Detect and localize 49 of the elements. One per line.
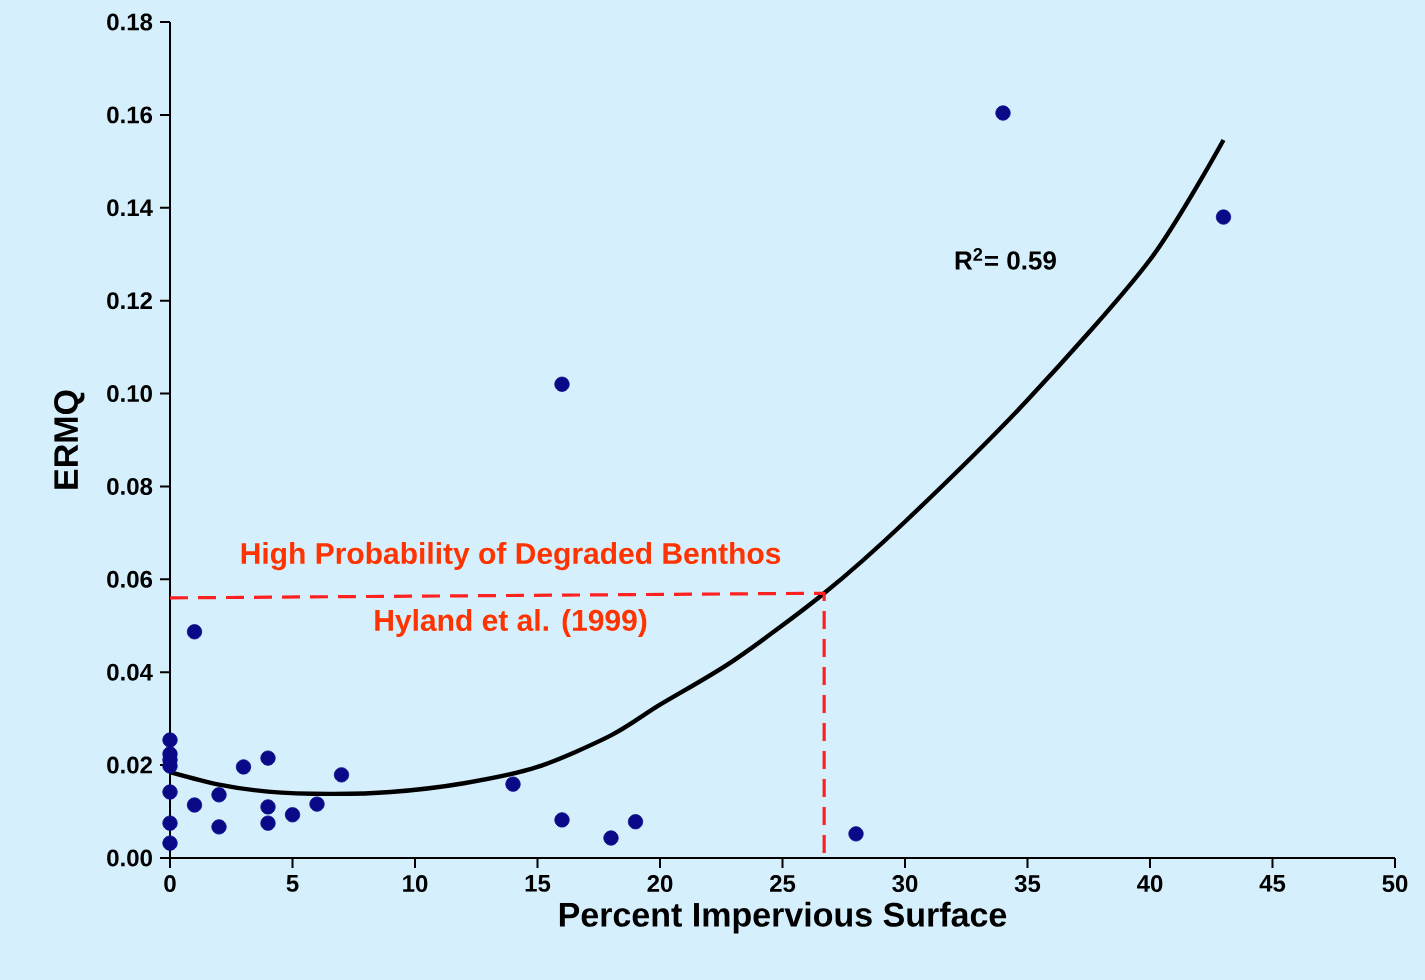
point [186,797,203,813]
point [554,376,570,392]
point [603,830,619,846]
x-tick-label: 5 [286,875,299,892]
annotation: High Probability of Degraded Benthos [241,542,781,571]
point [211,787,227,803]
y-tick-label: 0.12 [107,292,152,310]
point [505,776,521,792]
x-axis-title: Percent Impervious Surface [559,901,1007,934]
y-tick-label: 0.00 [107,849,152,867]
point [995,105,1011,121]
point [260,750,276,766]
annotation: Hyland et al. (1999) [375,609,647,637]
point [333,767,350,783]
point [162,784,178,800]
point [235,759,252,775]
point [162,835,178,851]
point [211,819,227,835]
point [260,815,276,831]
point [260,799,276,815]
point [162,732,178,748]
point [162,815,178,831]
x-tick-label: 25 [770,875,796,893]
point [284,807,301,823]
x-tick-label: 0 [164,875,176,893]
x-tick-label: 10 [403,875,428,893]
x-tick-label: 20 [647,875,673,893]
y-tick-label: 0.04 [107,663,153,681]
y-tick-label: 0.16 [107,106,153,124]
y-tick-label: 0.14 [107,199,153,217]
y-tick-label: 0.06 [107,570,153,588]
point [627,814,644,830]
y-axis-title: ERMQ [54,390,85,489]
y-tick-label: 0.18 [107,13,153,31]
y-tick-label: 0.02 [107,756,152,774]
annotation: R$^{2}$= 0.59 [955,248,1056,270]
x-tick-label: 45 [1259,875,1286,892]
x-tick-label: 30 [892,875,918,893]
point [309,796,325,812]
point [848,826,864,842]
y-tick-label: 0.08 [107,477,153,495]
point [186,624,203,640]
x-tick-label: 15 [525,875,551,892]
x-tick-label: 50 [1382,875,1408,893]
point [1215,209,1232,225]
x-tick-label: 35 [1014,875,1041,893]
point [554,812,570,828]
x-tick-label: 40 [1137,875,1163,893]
y-tick-label: 0.10 [107,385,152,403]
